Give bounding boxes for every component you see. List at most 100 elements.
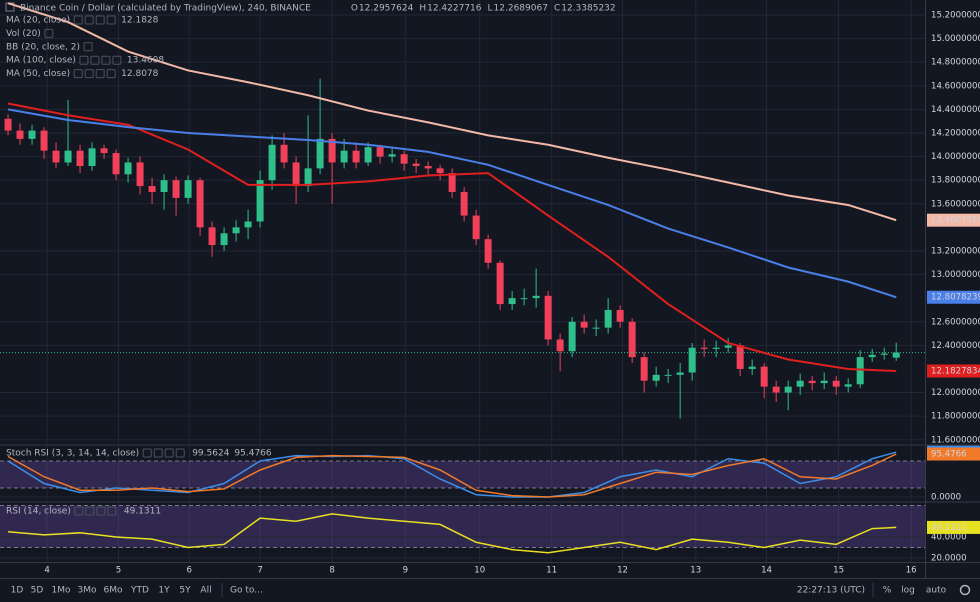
x-tick-label: 13 <box>690 566 701 576</box>
y-tick-label: 14.2000000 <box>931 128 980 138</box>
legend-icon[interactable] <box>101 55 111 65</box>
legend-icon[interactable] <box>95 69 105 79</box>
y-tick-label: 13.8000000 <box>931 176 980 186</box>
x-tick-label: 10 <box>474 566 485 576</box>
legend-icon[interactable] <box>175 448 185 458</box>
indicator-band <box>0 505 925 548</box>
x-tick-label: 9 <box>403 566 408 576</box>
candle-body <box>448 173 456 192</box>
y-tick-label: 15.0000000 <box>931 34 980 44</box>
legend-icon[interactable] <box>73 69 83 79</box>
candle-body <box>592 327 600 329</box>
legend-icon[interactable] <box>107 506 117 516</box>
candle-body <box>760 366 768 387</box>
legend-icon[interactable] <box>73 15 83 25</box>
indicator-value: 49.1311 <box>124 507 161 517</box>
candle-body <box>424 166 432 169</box>
x-tick-label: 8 <box>329 566 334 576</box>
candle-body <box>520 298 528 300</box>
candle-body <box>124 162 132 175</box>
candle-body <box>844 384 852 387</box>
candle-body <box>4 118 12 131</box>
candle-body <box>340 150 348 163</box>
legend-icon[interactable] <box>153 448 163 458</box>
legend-icon[interactable] <box>164 448 174 458</box>
range-button[interactable]: 6Mo <box>104 586 123 596</box>
candle-body <box>376 147 384 157</box>
candle-body <box>172 180 180 198</box>
legend-icon[interactable] <box>84 69 94 79</box>
y-tick-label: 14.6000000 <box>931 81 980 91</box>
price-badge-label: 95.4766 <box>931 450 967 460</box>
legend-icon[interactable] <box>84 15 94 25</box>
range-button[interactable]: 1Y <box>158 586 170 596</box>
moving-average-line <box>7 108 897 299</box>
candle-body <box>364 147 372 163</box>
y-tick-label: 13.6000000 <box>931 199 980 209</box>
candle-body <box>244 221 252 228</box>
moving-average-line <box>7 2 897 222</box>
scale-button[interactable]: log <box>901 586 915 596</box>
range-button[interactable]: 3Mo <box>78 586 97 596</box>
candle-body <box>196 180 204 228</box>
y-tick-label: 14.4000000 <box>931 105 980 115</box>
range-button[interactable]: 1D <box>11 586 24 596</box>
candle-body <box>472 215 480 240</box>
price-badge-label: 49.1311 <box>931 523 967 533</box>
y-tick-label: 40.0000 <box>931 533 967 543</box>
indicator-name: Stoch RSI (3, 3, 14, 14, close) <box>6 449 139 459</box>
legend-icon[interactable] <box>96 506 106 516</box>
range-button[interactable]: All <box>200 586 211 596</box>
price-badge <box>927 290 980 304</box>
range-button[interactable]: 5D <box>31 586 44 596</box>
range-button[interactable]: 5Y <box>179 586 191 596</box>
legend-icon[interactable] <box>74 506 84 516</box>
candle-body <box>568 321 576 352</box>
x-tick-label: 16 <box>906 566 917 576</box>
candle-body <box>508 298 516 305</box>
y-tick-label: 11.8000000 <box>931 412 980 422</box>
candle-body <box>148 186 156 192</box>
candle-body <box>136 162 144 187</box>
candle-body <box>280 144 288 163</box>
legend-icon[interactable] <box>112 55 122 65</box>
ohlc-label: H <box>419 4 426 14</box>
price-badge <box>927 213 980 227</box>
price-badge-label: 13.4607918 <box>931 216 980 226</box>
candle-body <box>556 339 564 352</box>
candle-body <box>616 309 624 322</box>
scale-button[interactable]: auto <box>926 586 947 596</box>
legend-icon[interactable] <box>85 506 95 516</box>
candle-body <box>880 353 888 355</box>
candle-body <box>580 321 588 328</box>
settings-button[interactable] <box>959 584 971 596</box>
indicator-value: 12.1828 <box>121 16 158 26</box>
indicator-value: 95.4766 <box>234 449 271 459</box>
price-badge <box>927 520 980 534</box>
candle-body <box>532 295 540 299</box>
candle-body <box>652 374 660 381</box>
range-button[interactable]: YTD <box>130 586 149 596</box>
indicator-name: RSI (14, close) <box>6 507 71 517</box>
legend-icon[interactable] <box>83 42 93 52</box>
legend-icon[interactable] <box>95 15 105 25</box>
indicator-name: BB (20, close, 2) <box>6 42 80 52</box>
scale-button[interactable]: % <box>883 586 892 596</box>
price-badge-label: 12.8078239 <box>931 293 980 303</box>
goto-button[interactable]: Go to... <box>230 586 263 596</box>
range-button[interactable]: 1Mo <box>52 586 71 596</box>
price-badge-label: 12.1827834 <box>931 366 980 376</box>
legend-icon[interactable] <box>106 69 116 79</box>
y-tick-label: 14.8000000 <box>931 58 980 68</box>
legend-icon[interactable] <box>90 55 100 65</box>
indicator-name: Vol (20) <box>6 29 41 39</box>
candle-body <box>724 345 732 348</box>
ohlc-label: O <box>351 4 358 14</box>
legend-icon[interactable] <box>106 15 116 25</box>
legend-icon[interactable] <box>44 28 54 38</box>
x-tick-label: 4 <box>44 566 49 576</box>
price-badge <box>927 447 980 461</box>
legend-icon[interactable] <box>142 448 152 458</box>
legend-icon[interactable] <box>79 55 89 65</box>
candle-body <box>232 227 240 234</box>
